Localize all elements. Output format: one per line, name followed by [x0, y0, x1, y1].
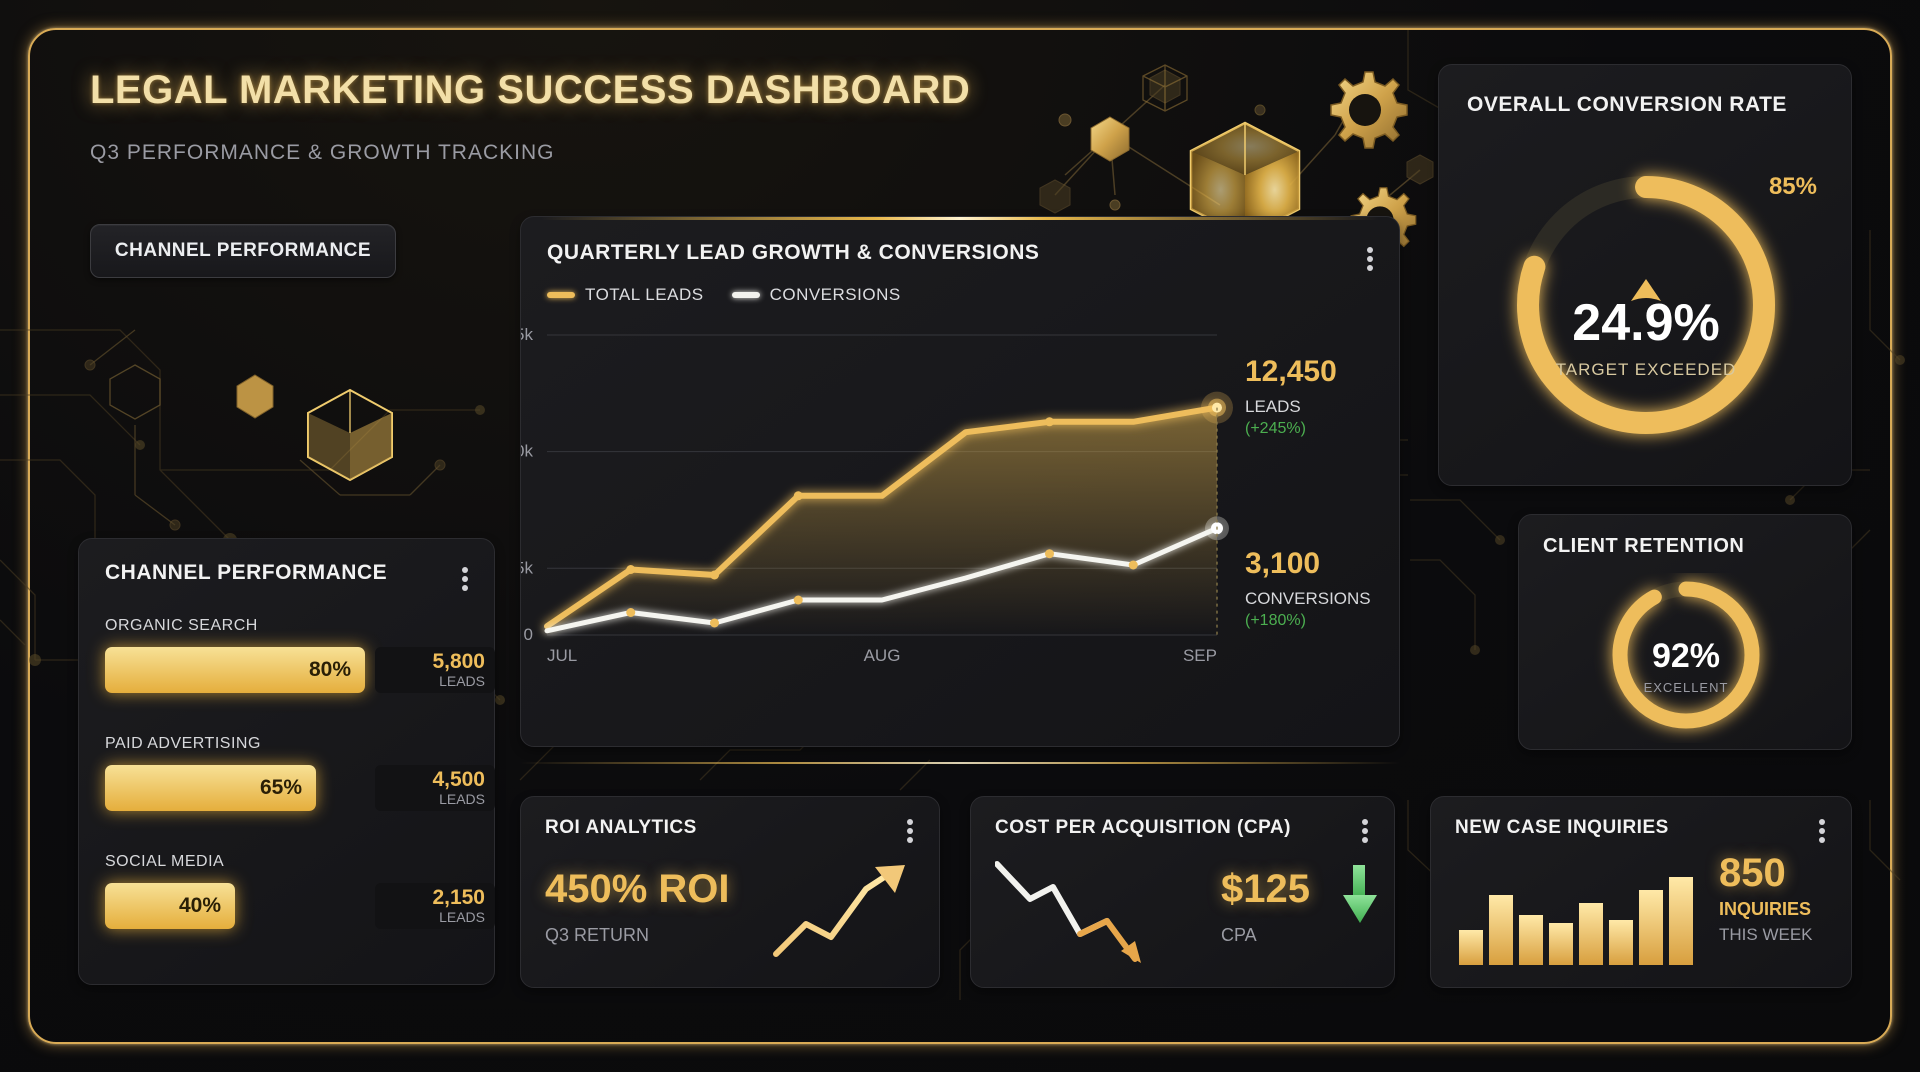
svg-text:SEP: SEP [1183, 646, 1217, 665]
svg-text:JUL: JUL [547, 646, 577, 665]
svg-text:AUG: AUG [864, 646, 901, 665]
svg-text:10k: 10k [520, 442, 533, 461]
svg-text:15k: 15k [520, 325, 533, 344]
svg-text:0: 0 [524, 625, 533, 644]
svg-text:5k: 5k [520, 558, 533, 577]
svg-text:92%: 92% [1652, 637, 1720, 675]
svg-text:EXCELLENT: EXCELLENT [1644, 680, 1729, 695]
svg-text:24.9%: 24.9% [1572, 294, 1719, 352]
svg-text:TARGET EXCEEDED: TARGET EXCEEDED [1556, 360, 1737, 379]
